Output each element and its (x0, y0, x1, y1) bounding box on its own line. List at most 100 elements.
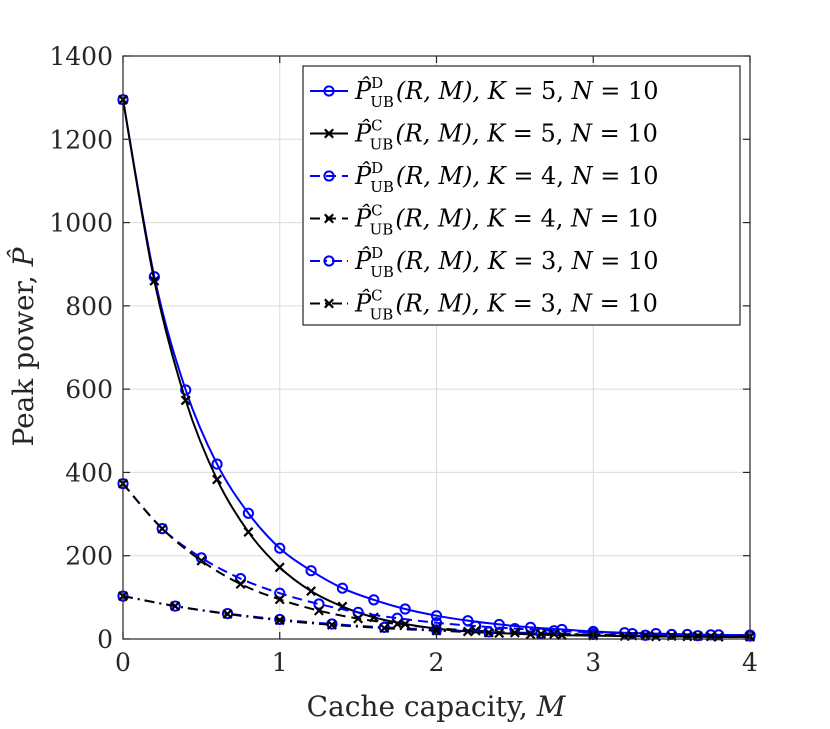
series-1-point (368, 594, 380, 606)
series-6-point (170, 601, 181, 612)
y-tick-label: 0 (97, 625, 113, 654)
legend-sup: D (371, 74, 383, 92)
legend-entry-4: P̂C UB(R, M), K = 4, N = 10 (310, 202, 658, 239)
legend-symbol: P̂ (354, 77, 372, 105)
legend-args: (R, M), (395, 120, 487, 148)
legend-k: K (486, 120, 507, 148)
legend-args: (R, M), (395, 290, 487, 318)
legend-symbol: P̂ (354, 119, 372, 147)
legend-sub: UB (370, 93, 394, 111)
y-axis-label-text: Peak power, (7, 266, 40, 446)
y-tick-label: 600 (65, 375, 113, 404)
y-tick-label: 1400 (49, 42, 113, 71)
legend-marker (324, 128, 334, 139)
legend-entry-2: P̂C UB(R, M), K = 5, N = 10 (310, 117, 658, 154)
legend-k-value: = 3, (505, 290, 571, 318)
legend-k: K (487, 247, 508, 275)
y-axis-label-variable: P̂ (7, 246, 40, 267)
legend-entry-3: P̂D UB(R, M), K = 4, N = 10 (310, 159, 659, 196)
series-4-point (509, 627, 520, 638)
series-4-point (392, 619, 403, 629)
legend-n-value: = 10 (593, 247, 659, 275)
legend-sub: UB (370, 136, 394, 154)
series-2-point (180, 395, 191, 406)
legend: P̂D UB(R, M), K = 5, N = 10P̂C UB(R, M), K… (302, 65, 741, 326)
x-tick-label: 3 (585, 648, 601, 677)
series-4-point (313, 605, 324, 616)
legend-sub: UB (370, 263, 394, 281)
legend-sup: D (371, 159, 383, 177)
legend-n-value: = 10 (593, 77, 659, 105)
legend-label: P̂D UB(R, M), K = 3, N = 10 (354, 244, 659, 281)
series-1-point (242, 507, 254, 519)
legend-label: P̂C UB(R, M), K = 5, N = 10 (354, 117, 658, 154)
series-4-point (157, 523, 168, 534)
legend-k-value: = 4, (505, 205, 571, 233)
legend-k-value: = 5, (505, 120, 571, 148)
tick-labels: 0 1 2 3 4 0 200 400 600 800 1000 1200 1400 (49, 42, 758, 677)
legend-k: K (487, 162, 508, 190)
series-4-point (235, 579, 246, 590)
series-4-point (196, 555, 207, 566)
series-3-point (352, 606, 364, 618)
legend-k: K (486, 205, 507, 233)
series-4-point (353, 613, 364, 624)
legend-symbol: P̂ (354, 204, 372, 232)
legend-n: N (570, 120, 593, 148)
axes (122, 55, 751, 640)
legend-sub: UB (370, 221, 394, 239)
legend-n-value: = 10 (592, 120, 658, 148)
legend-symbol: P̂ (354, 289, 372, 317)
x-tick-label: 1 (272, 648, 288, 677)
legend-box (302, 65, 741, 326)
y-tick-label: 400 (65, 458, 113, 487)
legend-n: N (570, 205, 593, 233)
series-1-point (180, 384, 192, 396)
series-6-point (431, 625, 442, 636)
legend-n-value: = 10 (592, 290, 658, 318)
legend-entry-6: P̂C UB(R, M), K = 3, N = 10 (310, 287, 658, 324)
legend-k-value: = 4, (506, 162, 572, 190)
series-5-point (221, 607, 234, 620)
legend-sup: C (371, 287, 382, 305)
legend-sup: C (371, 202, 382, 220)
series-2-point (212, 474, 223, 485)
legend-symbol: P̂ (354, 162, 372, 190)
legend-n: N (571, 162, 594, 190)
legend-args: (R, M), (396, 162, 488, 190)
series-4-point (274, 594, 285, 605)
series-1-point (211, 458, 223, 470)
series-5-point (483, 626, 495, 638)
x-axis-label-text: Cache capacity, (307, 690, 537, 723)
series-6-point (483, 627, 494, 638)
series-1-point (524, 621, 537, 633)
y-tick-label: 800 (65, 292, 113, 321)
legend-k: K (486, 290, 507, 318)
series-1-point (399, 603, 411, 615)
legend-symbol: P̂ (354, 247, 372, 275)
series-3-point (274, 587, 286, 599)
series-6-point (536, 629, 547, 639)
series-3-point (626, 627, 639, 640)
legend-marker (324, 213, 334, 224)
legend-marker (323, 255, 335, 267)
series-1-point (336, 582, 349, 594)
legend-marker (323, 170, 335, 182)
y-tick-label: 1000 (49, 209, 113, 238)
series-2-point (274, 562, 285, 573)
legend-sup: C (371, 117, 382, 135)
series-6-point (379, 623, 390, 634)
series-6-point (274, 615, 285, 626)
series-3-point (313, 598, 325, 610)
legend-sub: UB (370, 306, 394, 324)
legend-args: (R, M), (396, 77, 488, 105)
series-3-point (156, 523, 168, 535)
x-axis-label-variable: M (536, 690, 567, 723)
legend-n: N (571, 247, 594, 275)
series-1-point (274, 542, 286, 554)
legend-entry-1: P̂D UB(R, M), K = 5, N = 10 (310, 74, 659, 111)
legend-label: P̂C UB(R, M), K = 3, N = 10 (354, 287, 658, 324)
y-tick-label: 1200 (49, 125, 113, 154)
y-tick-label: 200 (65, 542, 113, 571)
legend-marker (323, 85, 335, 97)
